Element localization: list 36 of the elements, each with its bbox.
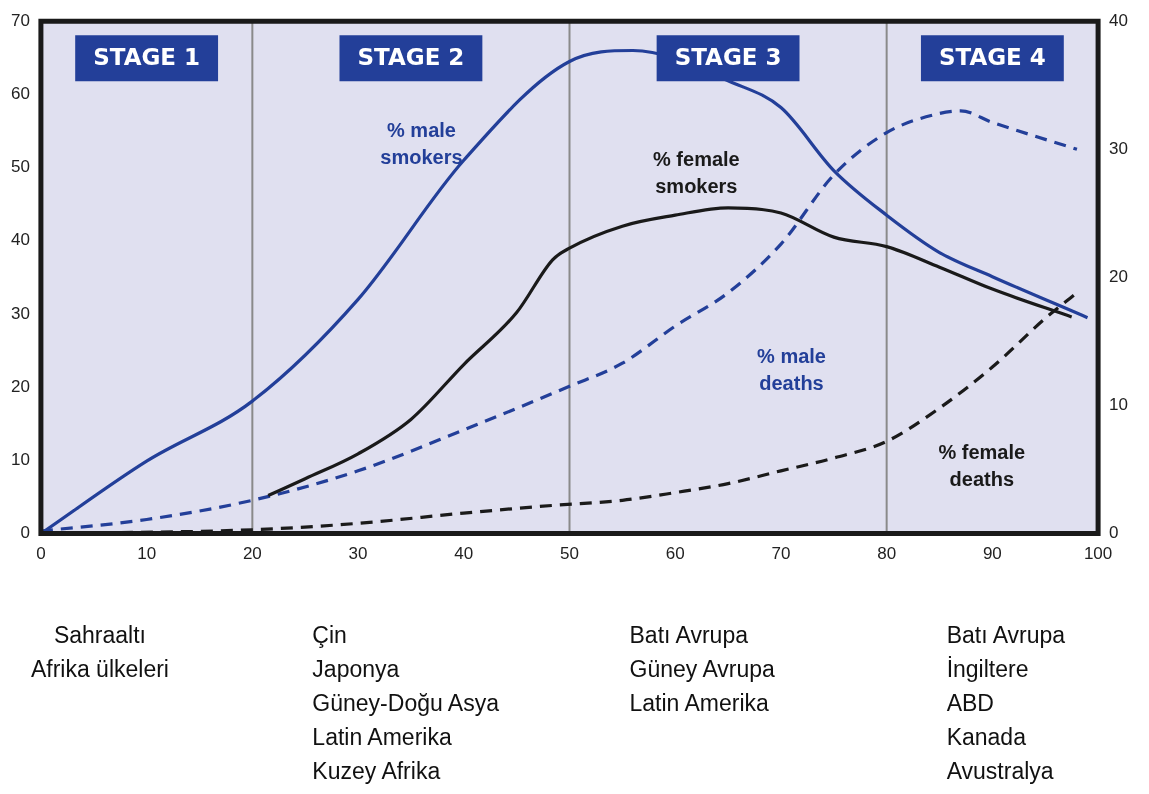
text: Batı Avrupa Güney Avrupa Latin Amerika [629, 621, 775, 718]
x-tick-label: 40 [454, 544, 474, 564]
x-tick-label: 60 [665, 544, 685, 564]
x-tick-label: 70 [771, 544, 791, 564]
y2-tick-label: 30 [1109, 138, 1129, 158]
x-tick-label: 90 [982, 544, 1002, 564]
x-tick-label: 80 [877, 544, 897, 564]
text: % male deaths [757, 345, 826, 395]
series-label: % male smokers [380, 118, 463, 168]
y-tick-label: 70 [10, 10, 30, 30]
x-tick-label: 0 [36, 544, 46, 564]
band-label: STAGE 2 [357, 44, 465, 71]
x-tick-label: 50 [560, 544, 579, 564]
text: Sahraaltı Afrika ülkeleri [30, 621, 169, 684]
y-tick-label: 30 [10, 303, 30, 323]
text: Çin Japonya Güney-Doğu Asya Latin Amerika Kuzey Afrika [312, 621, 500, 786]
y-tick-label: 40 [10, 230, 30, 250]
y-tick-label: 60 [10, 84, 30, 104]
x-tick-label: 100 [1083, 544, 1113, 564]
band-label: STAGE 3 [674, 44, 782, 71]
text: Batı Avrupa İngiltere ABD Kanada Avustralya [946, 621, 1066, 786]
y2-tick-label: 10 [1109, 395, 1129, 415]
band-label: STAGE 1 [93, 44, 201, 71]
x-tick-label: 20 [242, 544, 262, 564]
series-label: % female smokers [653, 147, 740, 197]
y2-tick-label: 40 [1109, 10, 1129, 30]
y2-tick-label: 20 [1109, 267, 1129, 287]
x-tick-label: 10 [137, 544, 157, 564]
y-tick-label: 10 [10, 450, 30, 470]
series-label: % female deaths [938, 440, 1026, 490]
y-tick-label: 50 [10, 157, 30, 177]
band-label: STAGE 4 [938, 44, 1046, 71]
y2-tick-label: 0 [1109, 523, 1119, 543]
y-tick-label: 20 [10, 376, 30, 396]
x-tick-label: 30 [348, 544, 368, 564]
y-tick-label: 0 [20, 523, 30, 543]
